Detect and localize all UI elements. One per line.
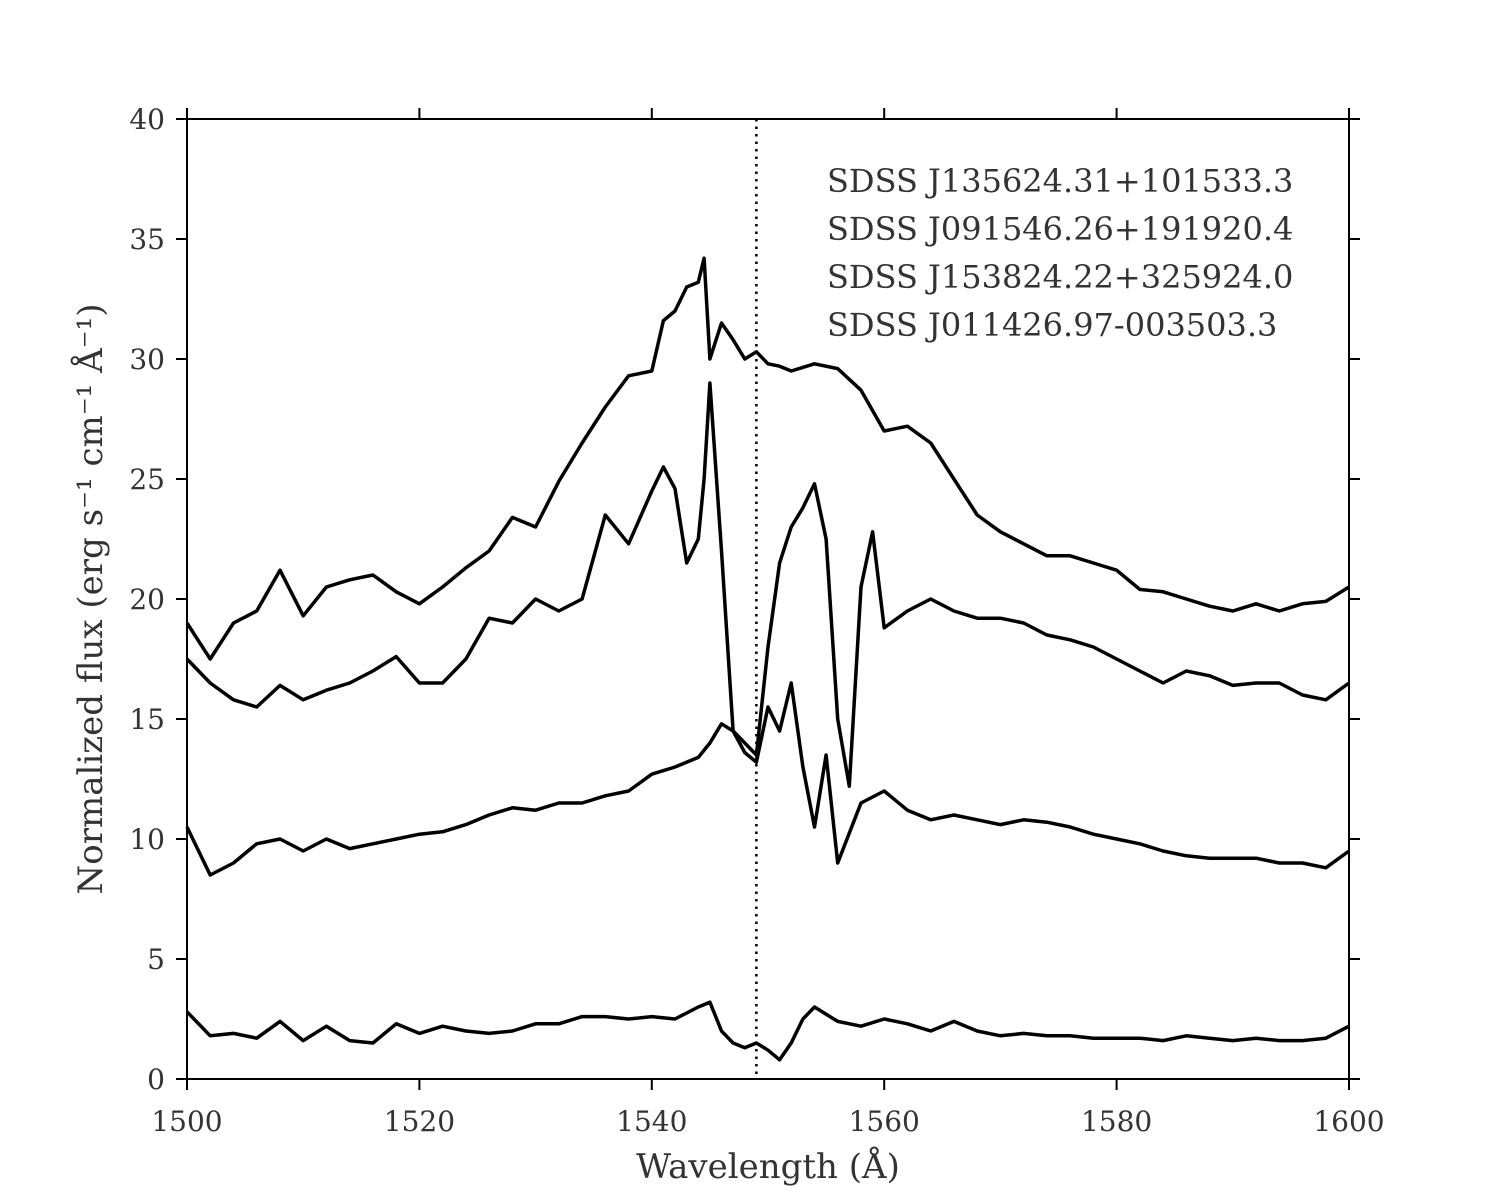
y-tick-label: 15: [129, 703, 165, 736]
series-line-3: [185, 681, 1351, 877]
legend-entry: SDSS J011426.97-003503.3: [827, 306, 1277, 344]
x-tick-label: 1600: [1313, 1105, 1384, 1138]
series-line-1: [185, 256, 1350, 661]
y-tick-label: 20: [129, 583, 165, 616]
y-tick-label: 5: [147, 943, 165, 976]
series-group: [185, 256, 1351, 1062]
legend-entry: SDSS J135624.31+101533.3: [827, 162, 1293, 200]
y-tick-label: 35: [129, 223, 165, 256]
x-tick-label: 1520: [384, 1105, 455, 1138]
legend: SDSS J135624.31+101533.3 SDSS J091546.26+…: [827, 162, 1293, 344]
y-tick-label: 0: [147, 1063, 165, 1096]
x-axis-title: Wavelength (Å): [636, 1146, 900, 1187]
y-tick-label: 40: [129, 103, 165, 136]
legend-entry: SDSS J153824.22+325924.0: [827, 258, 1293, 296]
x-tick-label: 1500: [151, 1105, 222, 1138]
x-tick-label: 1540: [616, 1105, 687, 1138]
y-tick-label: 10: [129, 823, 165, 856]
series-line-2: [185, 381, 1351, 788]
y-tick-label: 30: [129, 343, 165, 376]
series-line-4: [185, 1000, 1350, 1062]
y-axis-title: Normalized flux (erg s⁻¹ cm⁻¹ Å⁻¹): [70, 304, 111, 895]
x-tick-label: 1560: [849, 1105, 920, 1138]
x-tick-label: 1580: [1081, 1105, 1152, 1138]
legend-entry: SDSS J091546.26+191920.4: [827, 210, 1293, 248]
y-tick-label: 25: [129, 463, 165, 496]
